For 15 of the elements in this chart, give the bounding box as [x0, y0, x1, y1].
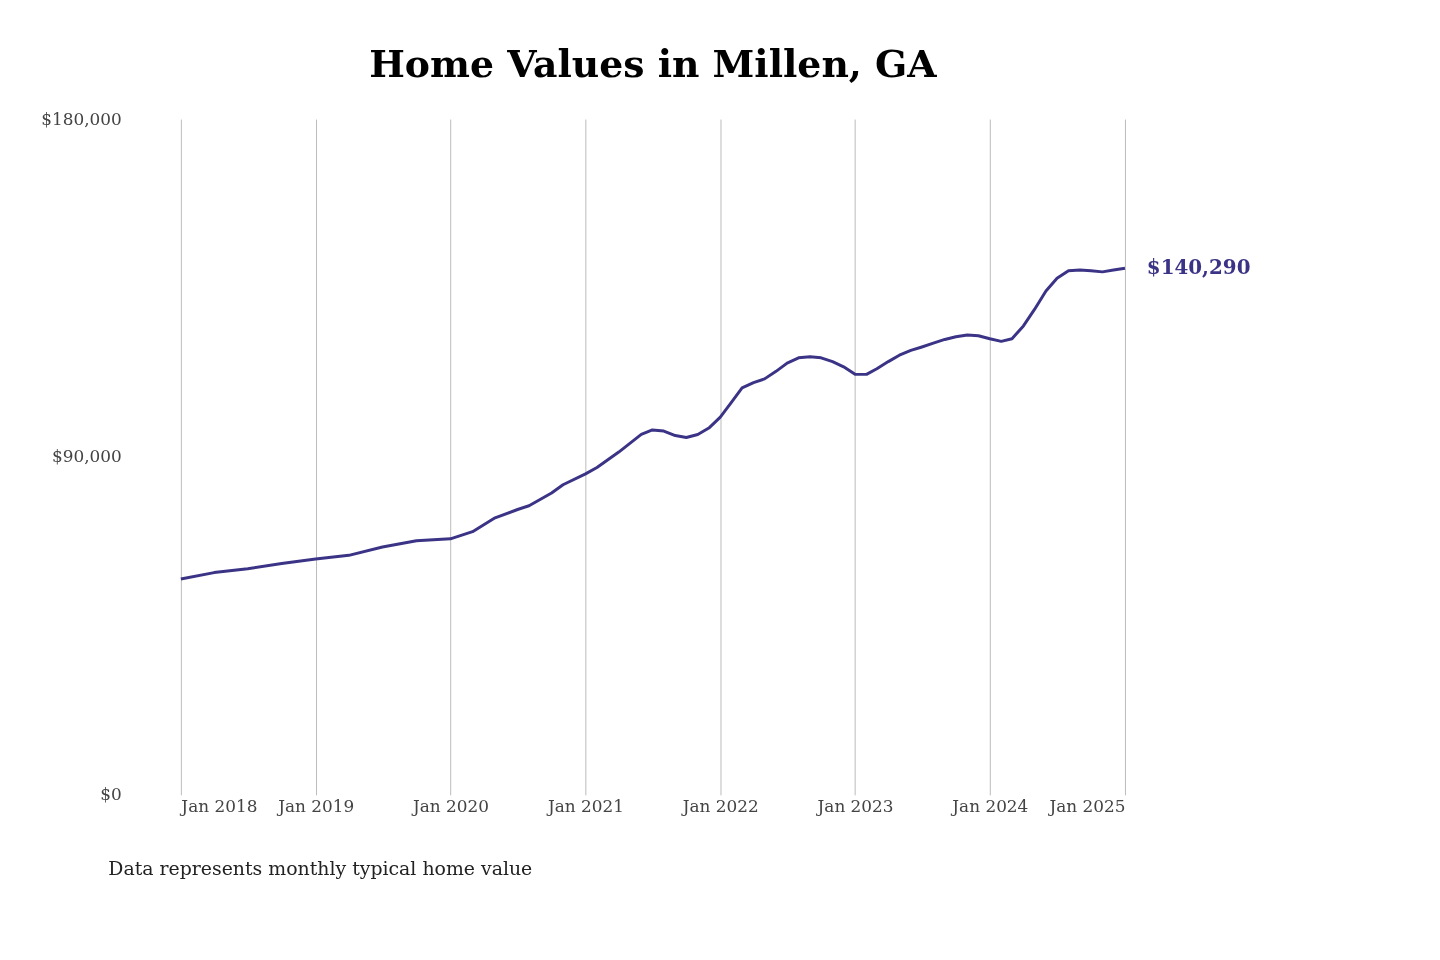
x-tick-label: Jan 2023	[815, 796, 894, 817]
x-tick-label: Jan 2025	[1047, 796, 1126, 817]
y-tick-label: $90,000	[51, 446, 122, 467]
x-tick-label: Jan 2020	[410, 796, 489, 817]
x-tick-label: Jan 2018	[179, 796, 258, 817]
x-tick-label: Jan 2021	[546, 796, 625, 817]
y-tick-label: $180,000	[41, 108, 122, 129]
x-tick-label: Jan 2024	[950, 796, 1029, 817]
x-tick-label: Jan 2019	[276, 796, 355, 817]
line-series	[179, 266, 1127, 581]
chart-title: Home Values in Millen, GA	[369, 42, 938, 87]
data-label: $140,290	[1146, 255, 1251, 280]
text: Data represents monthly typical home value	[108, 857, 533, 880]
y-tick-label: $0	[100, 784, 122, 805]
x-tick-label: Jan 2022	[680, 796, 759, 817]
